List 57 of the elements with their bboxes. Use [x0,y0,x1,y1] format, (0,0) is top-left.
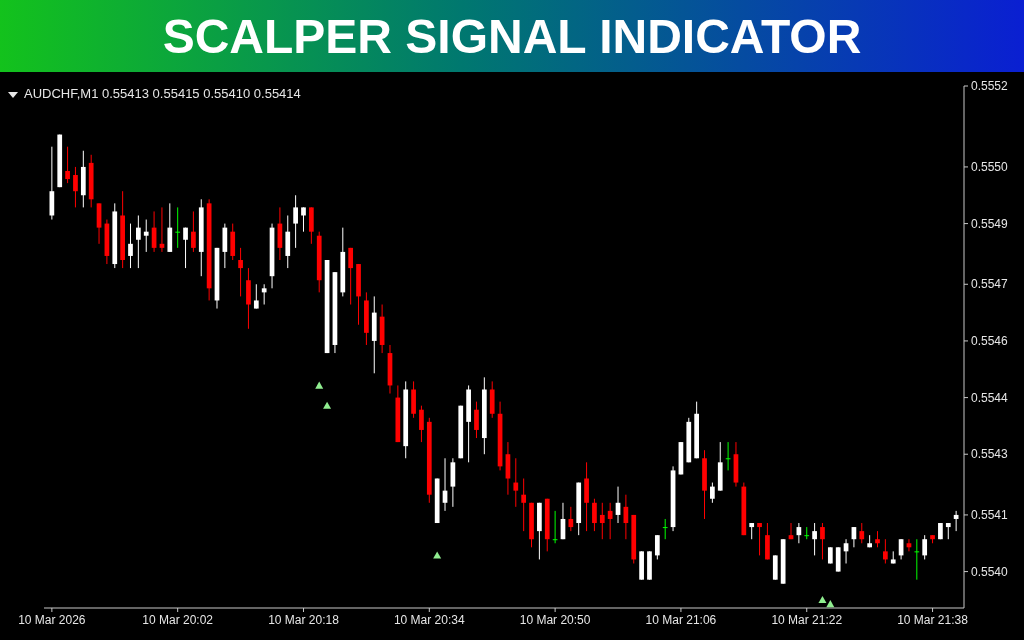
y-tick-label: 0.5544 [971,390,1009,405]
candlestick [143,219,149,253]
x-tick-label: 10 Mar 20:50 [519,613,591,627]
candlestick [175,206,181,249]
candlestick [757,522,762,556]
candlestick [348,247,354,306]
candlestick [253,283,259,310]
candlestick [238,247,243,297]
candlestick [914,538,920,581]
candlestick [607,502,613,540]
candlestick [474,401,479,439]
candlestick [293,194,298,249]
candlestick [73,166,78,208]
candlestick [191,210,196,253]
candlestick [261,283,267,306]
candlestick [804,526,810,540]
candlestick [301,206,306,233]
x-tick-label: 10 Mar 20:02 [142,613,214,627]
point [323,401,332,409]
x-tick-label: 10 Mar 21:22 [771,613,843,627]
candlestick [521,478,527,532]
candlestick [599,502,605,540]
chart-subtitle: AUDCHF,M1 0.55413 0.55415 0.55410 0.55414 [24,86,301,101]
candlestick [513,457,519,508]
point [826,599,835,608]
y-tick-label: 0.5550 [971,160,1009,175]
candlestick [128,223,133,269]
y-tick-label: 0.5549 [971,216,1009,231]
y-tick-label: 0.5543 [971,447,1009,462]
y-tick-label: 0.5546 [971,334,1009,349]
point [315,381,324,389]
x-tick-label: 10 Mar 21:38 [897,613,969,627]
y-tick-label: 0.5547 [971,277,1009,292]
x-tick-label: 10 Mar 2026 [18,613,86,627]
candlestick [654,534,660,560]
y-tick-label: 0.5552 [971,79,1009,94]
candlestick [922,534,928,560]
candlestick [820,522,825,560]
x-tick-label: 10 Mar 20:34 [393,613,465,627]
candlestick [65,146,70,184]
point [433,551,442,559]
x-tick-label: 10 Mar 20:18 [268,613,340,627]
y-tick-label: 0.5540 [971,564,1009,579]
candlestick [859,522,865,544]
candlestick [883,538,888,564]
x-tick-label: 10 Mar 21:06 [645,613,717,627]
candlestick [568,506,574,532]
candlestick [592,498,597,532]
candlestick [710,482,715,504]
candlestick [812,522,817,556]
chart-title: SCALPER SIGNAL INDICATOR [162,10,862,63]
candlestick [183,227,188,269]
point [818,595,827,604]
candlestick [419,405,424,443]
candlestick [136,214,141,269]
y-tick-label: 0.5541 [971,508,1009,523]
candlestick [662,518,668,540]
